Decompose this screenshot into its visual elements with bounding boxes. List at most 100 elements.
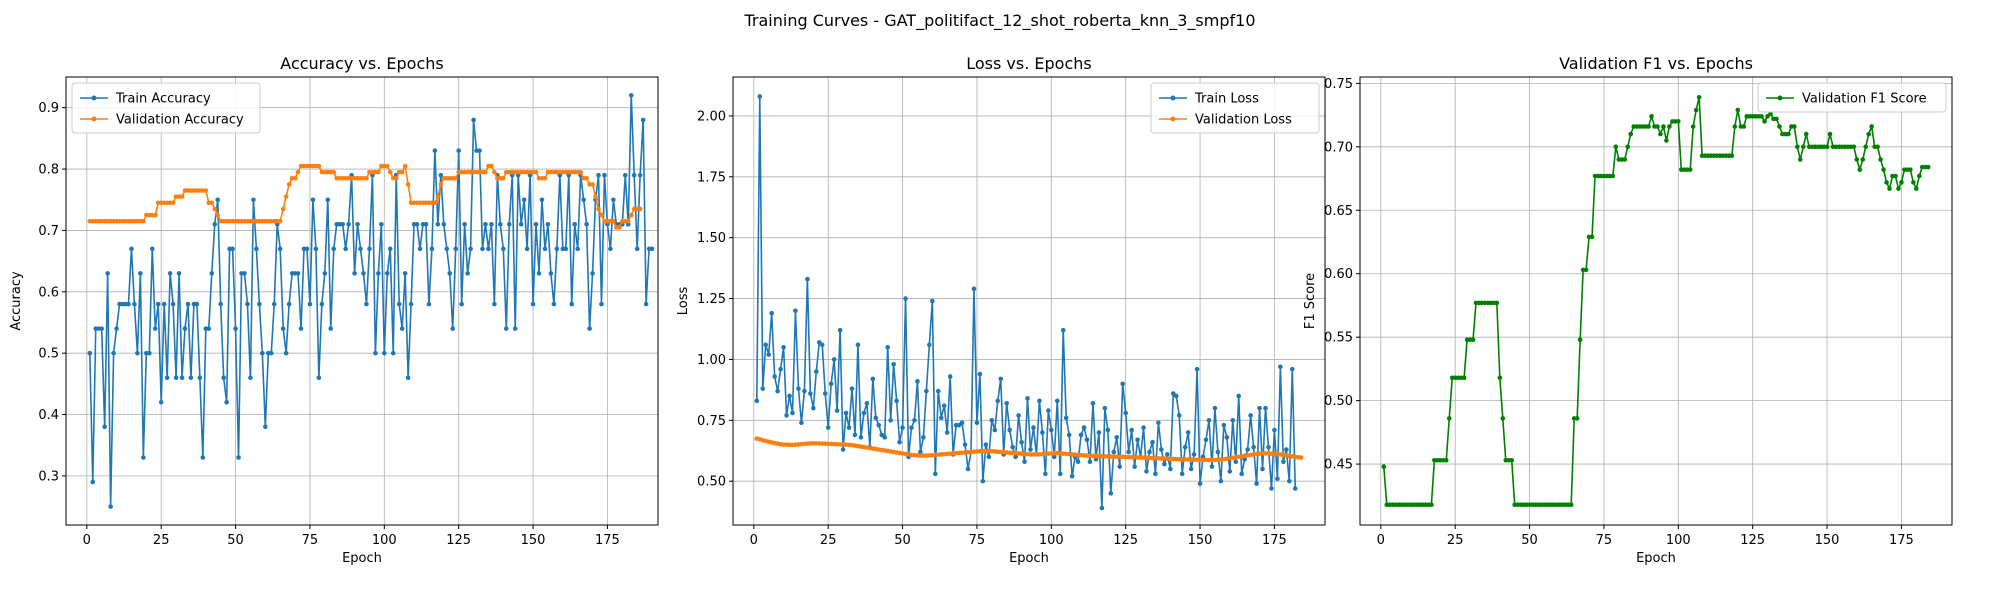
- plot-frame: [65, 76, 659, 526]
- data-point: [822, 391, 828, 396]
- data-point: [242, 271, 247, 276]
- data-point: [542, 246, 548, 252]
- data-point: [980, 478, 986, 484]
- data-point: [1203, 437, 1209, 443]
- data-point: [599, 301, 604, 307]
- x-tick-label: 75: [969, 533, 986, 548]
- data-point: [399, 169, 405, 175]
- data-point: [393, 175, 399, 181]
- y-tick-label: 0.50: [697, 475, 726, 490]
- data-point: [891, 362, 896, 367]
- data-point: [900, 425, 905, 430]
- data-point: [405, 182, 411, 187]
- data-point: [1899, 180, 1904, 185]
- data-point: [1147, 449, 1152, 455]
- data-point: [1429, 502, 1434, 507]
- data-point: [399, 326, 405, 331]
- data-point: [384, 271, 390, 276]
- x-tick-label: 100: [372, 533, 397, 548]
- data-point: [1135, 437, 1140, 443]
- data-point: [837, 327, 843, 333]
- data-point: [1096, 430, 1102, 435]
- data-point: [1188, 466, 1194, 472]
- data-point: [343, 246, 348, 252]
- x-tick-label: 25: [1447, 533, 1464, 548]
- data-point: [1114, 435, 1120, 440]
- data-point: [1093, 456, 1099, 462]
- data-point: [286, 301, 292, 307]
- data-point: [498, 221, 503, 227]
- data-point: [444, 246, 450, 252]
- data-point: [918, 449, 923, 455]
- legend-label: Train Accuracy: [115, 92, 211, 107]
- data-point: [754, 398, 760, 404]
- legend-label: Train Loss: [1194, 92, 1259, 107]
- data-point: [554, 246, 560, 252]
- data-point: [763, 342, 769, 348]
- legend-box: [1757, 82, 1947, 113]
- data-point: [608, 246, 613, 252]
- data-point: [965, 466, 971, 472]
- data-point: [1878, 157, 1883, 162]
- data-point: [200, 455, 206, 460]
- data-point: [1043, 471, 1048, 477]
- data-point: [1824, 144, 1830, 150]
- data-point: [825, 425, 831, 430]
- legend-box: [71, 82, 261, 134]
- y-tick-label: 0.5: [38, 347, 59, 362]
- x-tick-label: 25: [153, 533, 170, 548]
- data-point: [831, 357, 837, 362]
- data-point: [1031, 425, 1036, 430]
- data-point: [1610, 173, 1616, 179]
- data-point: [637, 172, 643, 178]
- data-point: [1132, 464, 1137, 469]
- data-point: [1443, 457, 1449, 463]
- data-point: [927, 342, 932, 348]
- data-point: [760, 386, 766, 391]
- data-point: [1251, 444, 1256, 450]
- data-point: [209, 200, 215, 206]
- data-point: [1212, 405, 1218, 411]
- data-point: [197, 375, 203, 381]
- data-point: [903, 296, 908, 301]
- data-point: [280, 206, 286, 212]
- data-point: [1057, 471, 1063, 477]
- data-point: [316, 163, 322, 169]
- data-point: [1628, 131, 1634, 137]
- data-point: [126, 301, 131, 307]
- data-point: [483, 169, 488, 175]
- chart-title: Validation F1 vs. Epochs: [1559, 54, 1753, 73]
- data-point: [158, 399, 164, 405]
- data-point: [135, 350, 140, 356]
- data-point: [1446, 416, 1452, 421]
- data-point: [1227, 469, 1233, 474]
- data-point: [998, 376, 1004, 382]
- data-point: [176, 271, 182, 276]
- data-point: [536, 271, 542, 276]
- data-point: [1037, 398, 1042, 404]
- data-point: [846, 425, 852, 430]
- data-point: [1046, 408, 1051, 413]
- data-point: [379, 221, 384, 227]
- data-point: [1179, 471, 1185, 477]
- data-point: [1123, 410, 1128, 416]
- data-point: [1497, 375, 1503, 381]
- data-point: [268, 350, 274, 356]
- data-point: [849, 386, 855, 391]
- data-point: [141, 455, 146, 460]
- data-point: [1206, 418, 1212, 423]
- y-tick-label: 1.75: [697, 170, 726, 185]
- data-point: [808, 391, 813, 396]
- data-point: [1925, 164, 1931, 170]
- data-point: [778, 366, 783, 372]
- data-point: [1881, 167, 1886, 172]
- data-point: [885, 344, 890, 350]
- data-point: [1266, 444, 1271, 450]
- y-tick-label: 0.7: [38, 224, 59, 239]
- data-point: [179, 194, 185, 199]
- series-train-accuracy: [87, 93, 655, 509]
- data-point: [888, 418, 893, 423]
- data-point: [352, 271, 357, 276]
